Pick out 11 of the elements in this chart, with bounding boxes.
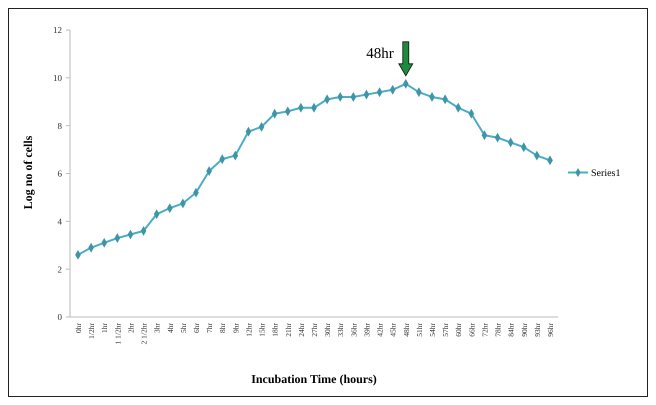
annotation: 48hr — [366, 46, 394, 62]
y-tick-label: 12 — [53, 25, 62, 36]
y-tick-label: 10 — [53, 72, 62, 83]
y-tick-label: 6 — [58, 168, 62, 179]
y-axis-title: Log no of cells — [21, 135, 35, 210]
y-tick-label: 2 — [58, 264, 62, 274]
y-tick-label: 4 — [58, 216, 62, 226]
legend-label: Series1 — [591, 168, 620, 179]
y-tick-label: 0 — [58, 312, 62, 322]
x-axis-title: Incubation Time (hours) — [251, 372, 377, 386]
y-tick-label: 8 — [58, 120, 62, 131]
